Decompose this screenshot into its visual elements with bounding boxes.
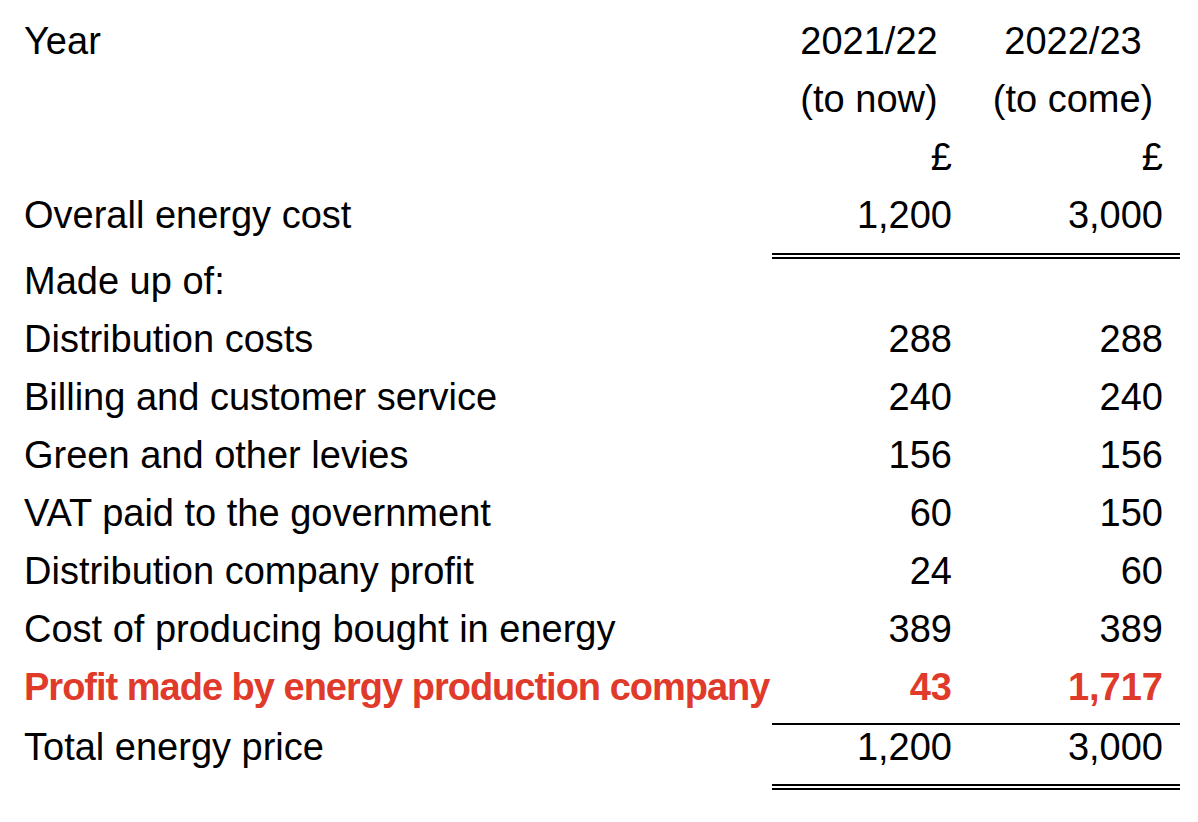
col1-currency-symbol: £ — [772, 128, 966, 186]
total-double-underline — [772, 784, 1180, 790]
table-row: Green and other levies 156 156 — [24, 426, 1180, 484]
item-value-2022-23: 150 — [966, 484, 1180, 542]
col2-header-period: (to come) — [966, 70, 1180, 128]
table-row: Cost of producing bought in energy 389 3… — [24, 600, 1180, 658]
col2-header-year: 2022/23 — [966, 12, 1180, 70]
item-value-2021-22: 24 — [772, 542, 966, 600]
overall-energy-cost-row: Overall energy cost 1,200 3,000 — [24, 186, 1180, 244]
total-value-2022-23: 3,000 — [966, 718, 1180, 776]
year-row-label: Year — [24, 12, 772, 70]
table-row: Distribution company profit 24 60 — [24, 542, 1180, 600]
item-value-2021-22: 156 — [772, 426, 966, 484]
section-heading: Made up of: — [24, 252, 772, 310]
item-value-2021-22: 288 — [772, 310, 966, 368]
header-row-year: Year 2021/22 2022/23 — [24, 12, 1180, 70]
col1-header-year: 2021/22 — [772, 12, 966, 70]
energy-cost-table: Year 2021/22 2022/23 (to now) (to come) … — [0, 0, 1198, 822]
item-value-2022-23: 156 — [966, 426, 1180, 484]
total-energy-price-row: Total energy price 1,200 3,000 — [24, 718, 1180, 776]
item-value-2022-23: 240 — [966, 368, 1180, 426]
item-value-2022-23: 288 — [966, 310, 1180, 368]
item-label: Profit made by energy production company — [24, 658, 772, 716]
table-row: Profit made by energy production company… — [24, 658, 1180, 716]
item-label: Green and other levies — [24, 426, 772, 484]
item-value-2021-22: 240 — [772, 368, 966, 426]
item-value-2021-22: 389 — [772, 600, 966, 658]
item-value-2022-23: 1,717 — [966, 658, 1180, 716]
item-label: VAT paid to the government — [24, 484, 772, 542]
col1-header-period: (to now) — [772, 70, 966, 128]
item-label: Billing and customer service — [24, 368, 772, 426]
total-value-2021-22: 1,200 — [772, 718, 966, 776]
table-row: Distribution costs 288 288 — [24, 310, 1180, 368]
item-value-2022-23: 60 — [966, 542, 1180, 600]
header-row-period: (to now) (to come) — [24, 70, 1180, 128]
col2-currency-symbol: £ — [966, 128, 1180, 186]
header-row-currency: £ £ — [24, 128, 1180, 186]
item-value-2021-22: 60 — [772, 484, 966, 542]
item-value-2021-22: 43 — [772, 658, 966, 716]
overall-value-2022-23: 3,000 — [966, 186, 1180, 244]
table-row: VAT paid to the government 60 150 — [24, 484, 1180, 542]
breakdown-items: Distribution costs 288 288 Billing and c… — [24, 310, 1180, 716]
table-row: Billing and customer service 240 240 — [24, 368, 1180, 426]
item-label: Distribution company profit — [24, 542, 772, 600]
item-label: Distribution costs — [24, 310, 772, 368]
section-heading-row: Made up of: — [24, 252, 1180, 310]
overall-label: Overall energy cost — [24, 186, 772, 244]
item-label: Cost of producing bought in energy — [24, 600, 772, 658]
overall-value-2021-22: 1,200 — [772, 186, 966, 244]
item-value-2022-23: 389 — [966, 600, 1180, 658]
total-label: Total energy price — [24, 718, 772, 776]
